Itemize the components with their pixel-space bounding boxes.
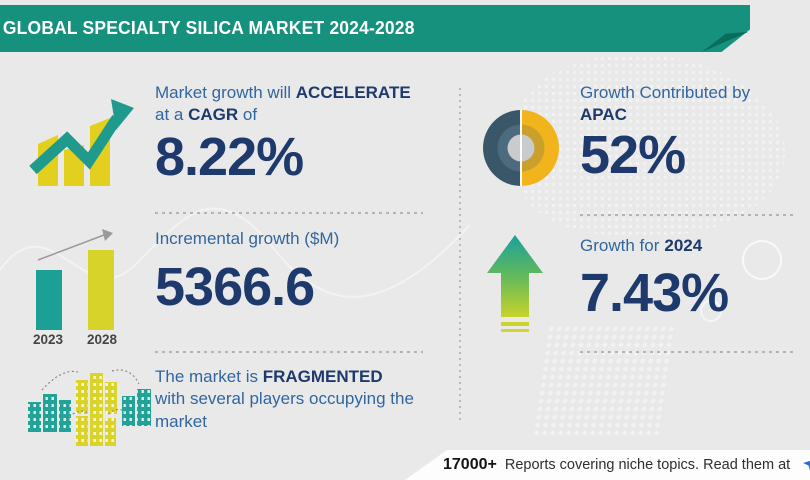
year-end-label: 2028: [86, 332, 118, 347]
apac-value: 52%: [580, 125, 686, 185]
dot-grid-texture: [532, 325, 678, 435]
apac-caption-text: Growth Contributed by: [580, 83, 751, 102]
fragmented-market-buildings-icon: [28, 369, 151, 446]
wave-line-texture: [0, 207, 470, 298]
page-title: GLOBAL SPECIALTY SILICA MARKET 2024-2028: [2, 18, 415, 38]
cagr-caption-accelerate: ACCELERATE: [295, 83, 411, 102]
dotted-divider: [580, 351, 793, 353]
fragmented-caption-bold: FRAGMENTED: [262, 367, 383, 386]
dotted-divider: [155, 212, 423, 214]
incremental-growth-label: Incremental growth ($M): [155, 229, 340, 248]
fragmented-caption-rest: with several players occupying the marke…: [155, 389, 414, 431]
footer-bar: 17000+ Reports covering niche topics. Re…: [405, 450, 810, 480]
apac-caption: Growth Contributed by APAC: [580, 82, 810, 127]
cagr-caption-text3: of: [238, 105, 258, 125]
growth-2024-value: 7.43%: [580, 263, 729, 323]
reports-count: 17000+: [443, 456, 497, 473]
growth-trend-chart-icon: [29, 99, 134, 186]
apac-donut-chart-icon: [483, 110, 559, 186]
title-ribbon: GLOBAL SPECIALTY SILICA MARKET 2024-2028: [0, 5, 750, 52]
footer-text: Reports covering niche topics. Read them…: [504, 457, 791, 473]
world-map-dots-texture: [515, 55, 785, 235]
technavio-arrow-icon: [803, 457, 810, 472]
technavio-logo[interactable]: technavio: [803, 455, 810, 475]
growth-2024-year: 2024: [664, 236, 703, 255]
cagr-caption-text: Market growth will: [155, 83, 296, 102]
bars-2023-2028-icon: 2023 2028: [28, 222, 128, 347]
growth-2024-caption: Growth for 2024: [580, 235, 810, 257]
fragmented-caption-text: The market is: [155, 367, 263, 386]
growth-2024-text: Growth for: [580, 236, 660, 255]
fragmented-caption: The market is FRAGMENTED with several pl…: [155, 366, 465, 433]
cagr-caption-cagr: CAGR: [188, 105, 239, 125]
dotted-divider: [155, 351, 423, 353]
circle-texture: [700, 300, 722, 322]
growth-up-arrow-icon: [487, 235, 543, 332]
bars-2023-2028-graphic: [36, 229, 114, 330]
incremental-growth-value: 5366.6: [155, 257, 315, 317]
apac-region: APAC: [580, 105, 627, 125]
cagr-caption: Market growth will ACCELERATE at a CAGR …: [155, 82, 455, 127]
year-start-label: 2023: [32, 332, 64, 347]
dotted-divider: [580, 214, 793, 216]
cagr-value: 8.22%: [155, 127, 304, 187]
circle-texture: [742, 240, 782, 280]
vertical-dotted-divider: [459, 88, 461, 424]
donut-gap: [520, 110, 522, 186]
cagr-caption-text2: at a: [155, 105, 189, 125]
